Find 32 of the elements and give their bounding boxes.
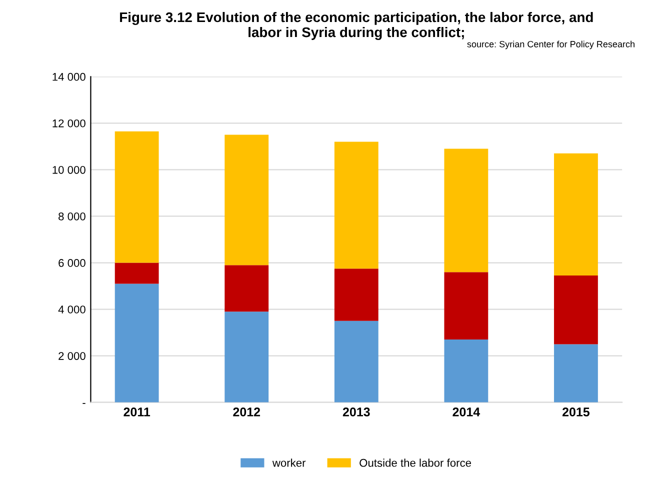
bar <box>334 142 378 269</box>
bar <box>114 262 159 284</box>
bar <box>334 320 378 402</box>
y-tick-label: 12 000 <box>52 119 86 128</box>
chart-subtitle: source: Syrian Center for Policy Research <box>467 40 634 50</box>
y-tick-label: 2 000 <box>58 352 86 360</box>
bar <box>334 268 378 321</box>
bar <box>224 134 269 266</box>
bar <box>114 284 159 402</box>
x-tick-label: 2012 <box>233 408 260 416</box>
x-tick-label: 2013 <box>342 408 370 416</box>
bar <box>114 131 159 263</box>
bar <box>444 272 488 340</box>
bar <box>554 344 598 402</box>
y-tick-label: 10 000 <box>52 166 86 174</box>
bar <box>554 276 598 344</box>
x-tick-label: 2011 <box>124 408 150 416</box>
x-tick-label: 2015 <box>562 408 590 416</box>
y-tick-label: 6 000 <box>58 259 86 267</box>
legend-label: worker <box>272 458 306 467</box>
y-tick-label: 8 000 <box>58 212 86 220</box>
y-tick-label: 14 000 <box>52 72 86 81</box>
legend-label: Outside the labor force <box>360 458 472 467</box>
bar <box>554 153 598 276</box>
bar <box>224 265 269 312</box>
y-tick-label: - <box>82 403 86 404</box>
y-tick-label: 4 000 <box>58 306 86 314</box>
chart-title: Figure 3.12 Evolution of the economic participation, the labor force, and labor in Syria during the conflict; <box>120 12 593 40</box>
bar <box>444 148 488 272</box>
bar <box>444 340 488 402</box>
x-tick-label: 2014 <box>452 408 480 416</box>
bar <box>224 312 269 402</box>
